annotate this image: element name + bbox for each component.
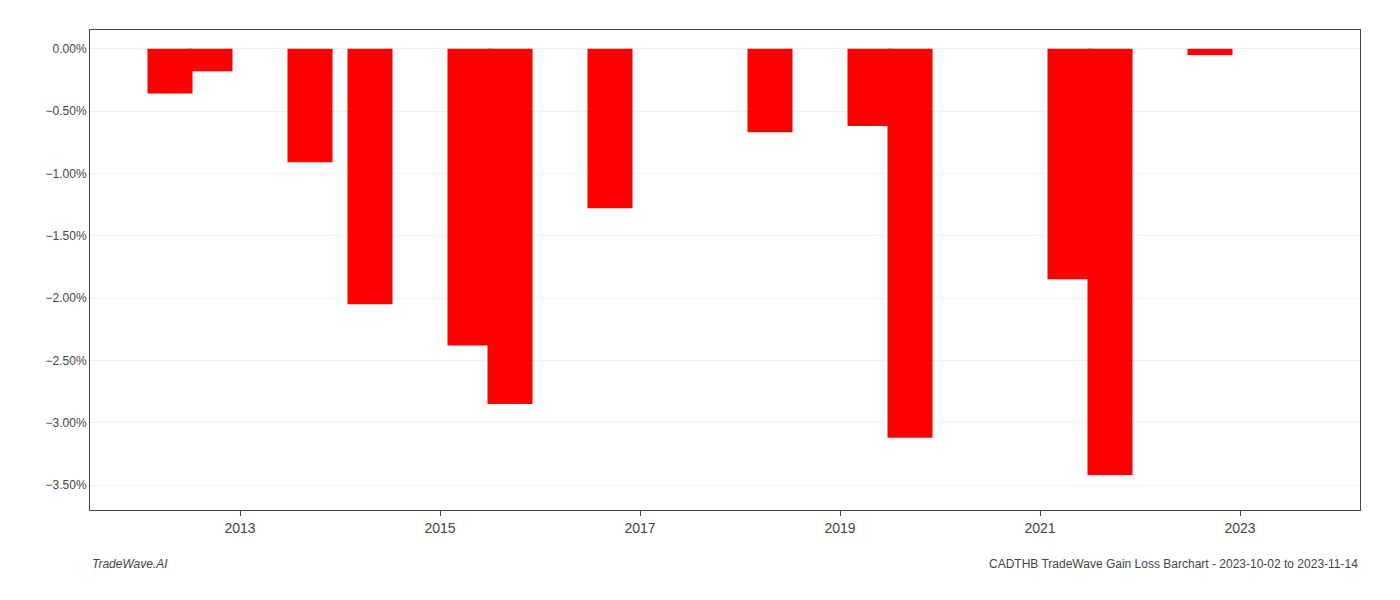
svg-text:−0.50%: −0.50% [46,104,87,118]
svg-text:−1.00%: −1.00% [46,167,87,181]
svg-text:2015: 2015 [424,520,455,536]
svg-text:2013: 2013 [224,520,255,536]
svg-text:−3.00%: −3.00% [46,416,87,430]
svg-text:CADTHB TradeWave Gain Loss Bar: CADTHB TradeWave Gain Loss Barchart - 20… [989,557,1358,571]
svg-text:−3.50%: −3.50% [46,478,87,492]
svg-text:−2.00%: −2.00% [46,291,87,305]
svg-text:2021: 2021 [1024,520,1055,536]
svg-text:2019: 2019 [824,520,855,536]
svg-text:2017: 2017 [624,520,655,536]
svg-text:TradeWave.AI: TradeWave.AI [92,557,168,571]
svg-text:−1.50%: −1.50% [46,229,87,243]
svg-text:0.00%: 0.00% [53,42,87,56]
svg-text:2023: 2023 [1224,520,1255,536]
svg-text:−2.50%: −2.50% [46,354,87,368]
